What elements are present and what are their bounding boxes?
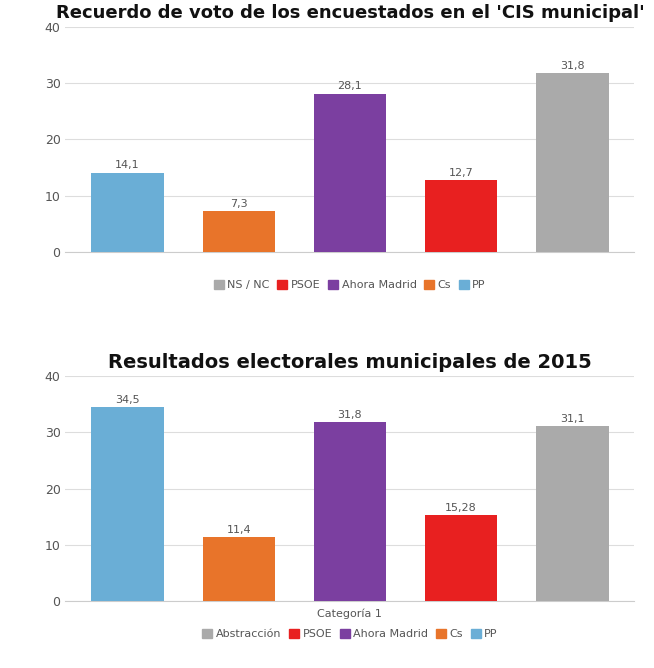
Text: 31,8: 31,8 [337, 410, 362, 420]
Text: 31,8: 31,8 [560, 61, 585, 71]
Text: 28,1: 28,1 [337, 81, 362, 92]
Bar [203, 211, 275, 252]
Bar [425, 180, 497, 252]
Bar [203, 537, 275, 601]
Bar [92, 172, 164, 252]
Bar [314, 94, 386, 252]
Bar [536, 73, 608, 252]
Title: Resultados electorales municipales de 2015: Resultados electorales municipales de 20… [108, 353, 592, 371]
Text: 7,3: 7,3 [230, 198, 247, 208]
Legend: Abstracción, PSOE, Ahora Madrid, Cs, PP: Abstracción, PSOE, Ahora Madrid, Cs, PP [203, 629, 497, 639]
Text: 11,4: 11,4 [226, 525, 251, 535]
Text: 12,7: 12,7 [449, 168, 473, 178]
Bar [314, 422, 386, 601]
Text: 15,28: 15,28 [445, 503, 477, 513]
Bar [92, 407, 164, 601]
Title: Recuerdo de voto de los encuestados en el 'CIS municipal': Recuerdo de voto de los encuestados en e… [56, 5, 644, 23]
Bar [425, 515, 497, 601]
Text: 31,1: 31,1 [560, 413, 585, 424]
X-axis label: Categoría 1: Categoría 1 [317, 609, 383, 619]
Text: 14,1: 14,1 [115, 160, 140, 170]
Text: 34,5: 34,5 [115, 395, 140, 405]
Legend: NS / NC, PSOE, Ahora Madrid, Cs, PP: NS / NC, PSOE, Ahora Madrid, Cs, PP [214, 280, 486, 290]
Bar [536, 426, 608, 601]
